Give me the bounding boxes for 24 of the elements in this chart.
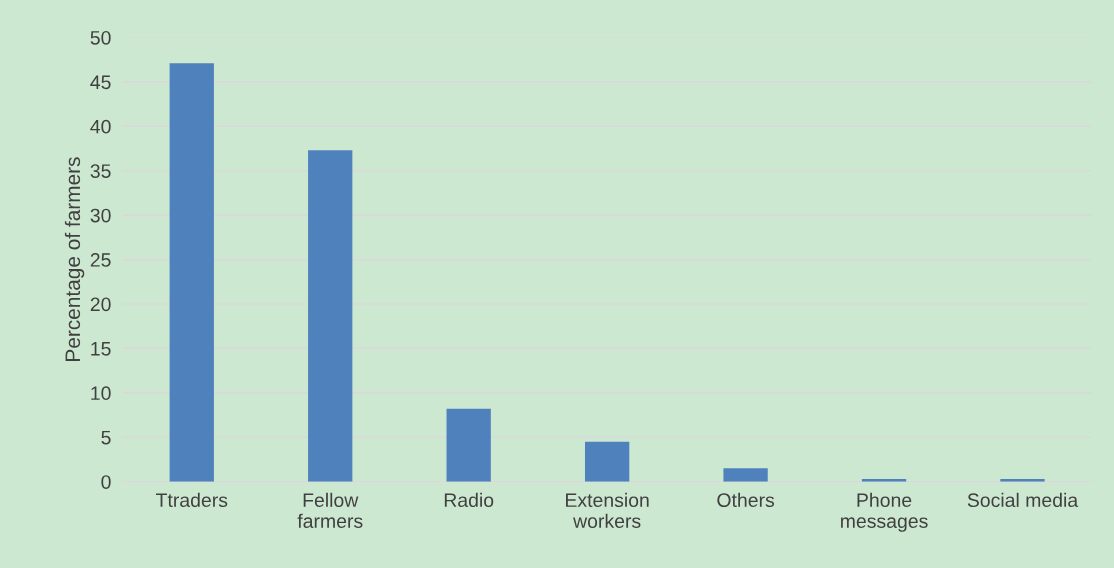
x-tick-label: Ttraders <box>156 492 228 508</box>
y-tick-label: 35 <box>90 164 111 178</box>
bar <box>308 150 353 482</box>
y-tick-label: 50 <box>90 30 111 45</box>
y-tick-label: 10 <box>91 386 111 401</box>
x-tick-label: Phone messages <box>841 492 928 532</box>
x-tick-label: Others <box>717 492 775 508</box>
y-tick-label: 30 <box>90 208 111 223</box>
bar <box>446 408 491 482</box>
y-tick-label: 45 <box>90 75 111 90</box>
y-tick-label: 5 <box>101 430 111 445</box>
x-tick-label: Social media <box>967 492 1079 508</box>
bar <box>169 63 214 482</box>
y-tick-label: 40 <box>90 119 111 134</box>
bar <box>723 468 768 482</box>
y-tick-label: 15 <box>91 342 111 356</box>
y-axis-title: Percentage of farmers <box>64 157 85 361</box>
y-tick-label: 20 <box>90 297 111 312</box>
bar <box>584 441 630 482</box>
y-tick-label: 0 <box>101 475 111 489</box>
x-tick-label: Radio <box>444 492 494 508</box>
x-tick-label: Fellow farmers <box>297 492 363 528</box>
y-tick-label: 25 <box>90 253 111 267</box>
x-tick-label: Extension workers <box>566 492 649 528</box>
